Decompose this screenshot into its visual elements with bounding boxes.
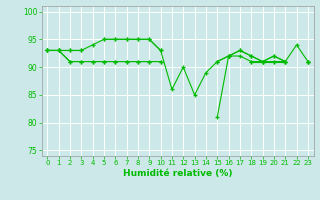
X-axis label: Humidité relative (%): Humidité relative (%) [123,169,232,178]
